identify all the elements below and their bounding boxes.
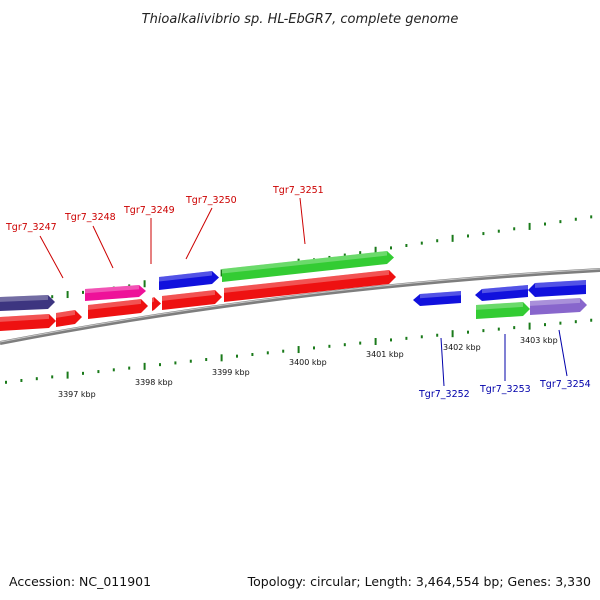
genome-backbone-highlight (0, 268, 600, 343)
gene-tgr7-3247[interactable] (56, 310, 82, 327)
gene-label-tgr7-3254[interactable]: Tgr7_3254 (539, 379, 591, 390)
kbp-labels: 3397 kbp 3398 kbp 3399 kbp 3400 kbp 3401… (58, 336, 558, 399)
gene-label-tgr7-3248[interactable]: Tgr7_3248 (64, 212, 116, 223)
kbp-label-3397: 3397 kbp (58, 390, 96, 399)
gene-label-tgr7-3252[interactable]: Tgr7_3252 (418, 389, 470, 400)
gene-blue-3253a[interactable] (475, 285, 528, 301)
gene-navy-left[interactable] (0, 295, 55, 311)
leader-tgr7-3254 (558, 329, 568, 377)
genome-summary-text: Topology: circular; Length: 3,464,554 bp… (247, 574, 591, 589)
gene-labels-top: Tgr7_3247 Tgr7_3248 Tgr7_3249 Tgr7_3250 … (5, 185, 324, 233)
leader-tgr7-3248 (92, 225, 114, 269)
gene-red-3250b[interactable] (162, 290, 222, 310)
gene-tgr7-3252[interactable] (413, 291, 461, 306)
kbp-label-3403: 3403 kbp (520, 336, 558, 345)
genome-title: Thioalkalivibrio sp. HL-EbGR7, complete … (142, 12, 459, 27)
kbp-label-3402: 3402 kbp (443, 343, 481, 352)
leader-tgr7-3247 (39, 235, 64, 279)
gene-red-left[interactable] (0, 314, 56, 331)
leader-tgr7-3252 (440, 337, 445, 387)
gene-blue-3254a[interactable] (528, 280, 586, 297)
gene-label-tgr7-3247[interactable]: Tgr7_3247 (5, 222, 57, 233)
gene-tgr7-3251[interactable] (222, 251, 394, 282)
leader-tgr7-3250 (185, 207, 213, 260)
gene-label-tgr7-3251[interactable]: Tgr7_3251 (272, 185, 324, 196)
gene-features (0, 251, 587, 331)
gene-red-3248b[interactable] (88, 299, 148, 319)
kbp-label-3400: 3400 kbp (289, 358, 327, 367)
gene-red-3251b[interactable] (224, 270, 396, 302)
gene-tgr7-3249[interactable] (152, 297, 161, 311)
leader-tgr7-3251 (299, 197, 306, 245)
gene-label-tgr7-3250[interactable]: Tgr7_3250 (185, 195, 237, 206)
gene-labels-bottom: Tgr7_3252 Tgr7_3253 Tgr7_3254 (418, 379, 591, 400)
gene-label-tgr7-3253[interactable]: Tgr7_3253 (479, 384, 531, 395)
kbp-label-3398: 3398 kbp (135, 378, 173, 387)
kbp-label-3399: 3399 kbp (212, 368, 250, 377)
gene-label-tgr7-3249[interactable]: Tgr7_3249 (123, 205, 175, 216)
genome-backbone (0, 268, 600, 345)
gene-tgr7-3254[interactable] (530, 298, 587, 315)
accession-text: Accession: NC_011901 (9, 574, 151, 589)
gene-tgr7-3253[interactable] (476, 302, 530, 319)
gene-tgr7-3248[interactable] (85, 285, 146, 301)
gene-tgr7-3250[interactable] (159, 271, 219, 290)
gene-label-leaders (39, 197, 568, 387)
kbp-label-3401: 3401 kbp (366, 350, 404, 359)
